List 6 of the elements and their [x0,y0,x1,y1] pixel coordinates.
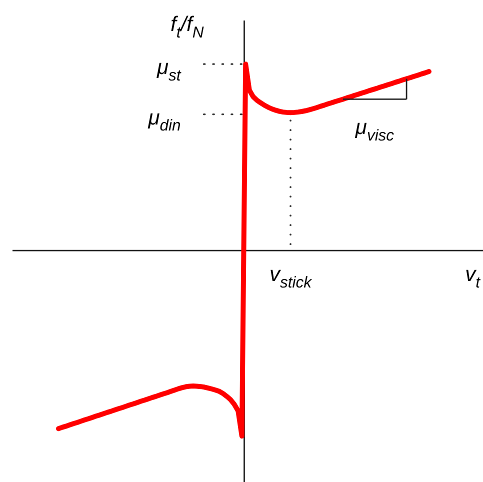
annotation: v$_{stick}$ [270,263,313,292]
ref-line-label: μ$_{st}$ [156,56,182,84]
x-axis-title: v$_{t}$ [465,263,481,292]
ref-line-label: μ$_{din}$ [147,106,181,135]
y-axis-title: f$_{t}$/f$_{N}$ [170,13,204,42]
annotation: μ$_{visc}$ [354,116,394,145]
